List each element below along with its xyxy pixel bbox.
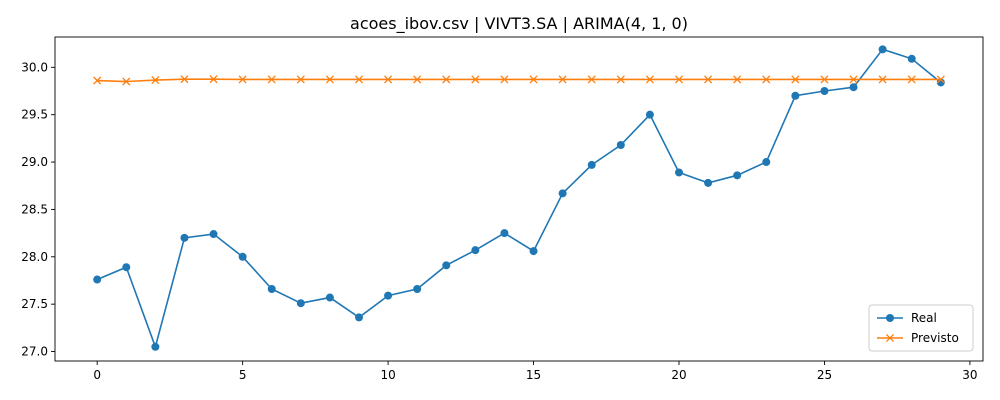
data-point [878,75,887,84]
data-point [471,246,480,255]
data-point [529,247,538,256]
x-tick-label: 10 [380,368,395,382]
legend-item-2: Previsto [877,331,959,345]
legend-marker [886,314,894,322]
series-2 [93,75,945,86]
data-point [151,76,160,85]
y-tick-label: 28.5 [21,202,48,216]
data-point [558,75,567,84]
data-point [500,229,509,238]
data-point [820,87,829,95]
data-point [267,75,276,84]
x-tick-label: 15 [526,368,541,382]
x-tick-label: 30 [962,368,977,382]
series-1 [93,45,945,351]
data-point [267,285,276,293]
data-point [849,83,858,92]
data-point [587,160,596,169]
data-point [296,75,305,84]
data-point [704,178,713,187]
data-point [616,75,625,84]
x-axis: 0 5 10 15 20 25 30 [93,361,978,382]
data-point [209,75,218,84]
data-point [355,313,363,322]
data-point [238,75,247,84]
legend-label: Previsto [911,331,959,345]
data-point [471,75,480,84]
series-line [97,78,941,83]
data-point [238,252,247,261]
data-point [820,75,829,84]
data-point [180,233,189,242]
data-point [645,75,654,84]
data-point [558,189,567,198]
legend-label: Real [911,311,937,325]
data-point [733,171,742,180]
data-point [529,75,538,84]
data-point [645,110,654,119]
y-tick-label: 29.0 [21,155,48,169]
data-point [616,141,625,149]
data-point [762,75,771,84]
legend-box [868,304,974,352]
data-point [587,75,596,84]
data-point [93,275,102,284]
data-point [384,291,393,300]
data-point [936,75,945,84]
data-point [907,54,916,63]
x-tick-label: 0 [93,368,101,382]
data-point [442,261,451,270]
y-tick-label: 28.0 [21,250,48,264]
data-point [122,263,131,272]
y-tick-label: 30.0 [21,60,48,74]
series-line [96,48,942,350]
data-point [849,75,858,84]
legend-item-1: Real [877,311,937,325]
x-tick-label: 5 [239,368,247,382]
data-point [93,76,102,85]
axes-frame [54,36,984,362]
y-axis: 27.0 27.5 28.0 28.5 29.0 29.5 30.0 [21,60,55,359]
data-point [675,168,683,177]
data-point [442,75,451,84]
data-point [296,299,305,308]
legend: Real Previsto [868,304,974,352]
data-point [325,293,334,302]
data-point [907,75,916,84]
data-point [413,285,422,293]
data-point [413,75,422,84]
y-tick-label: 27.5 [21,297,48,311]
legend-marker [885,333,895,343]
data-point [122,77,131,86]
data-point [151,342,160,351]
data-point [325,75,334,84]
data-point [384,75,393,84]
data-point [704,75,713,84]
data-point [209,230,218,239]
y-tick-label: 29.5 [21,108,48,122]
data-point [500,75,509,84]
x-tick-label: 25 [817,368,832,382]
plot-area: 0 5 10 15 20 25 30 27.0 27.5 28.0 28.5 29.0 29.5 30.0 [21,36,984,382]
data-point [354,75,364,84]
y-tick-label: 27.0 [21,345,48,359]
data-point [878,45,887,54]
data-point [180,75,189,84]
data-point [791,75,800,84]
data-point [791,91,800,100]
data-point [674,75,684,84]
data-point [936,78,945,87]
data-point [733,75,742,84]
data-point [762,158,771,167]
chart-title: acoes_ibov.csv | VIVT3.SA | ARIMA(4, 1, … [350,14,688,34]
x-tick-label: 20 [671,368,686,382]
